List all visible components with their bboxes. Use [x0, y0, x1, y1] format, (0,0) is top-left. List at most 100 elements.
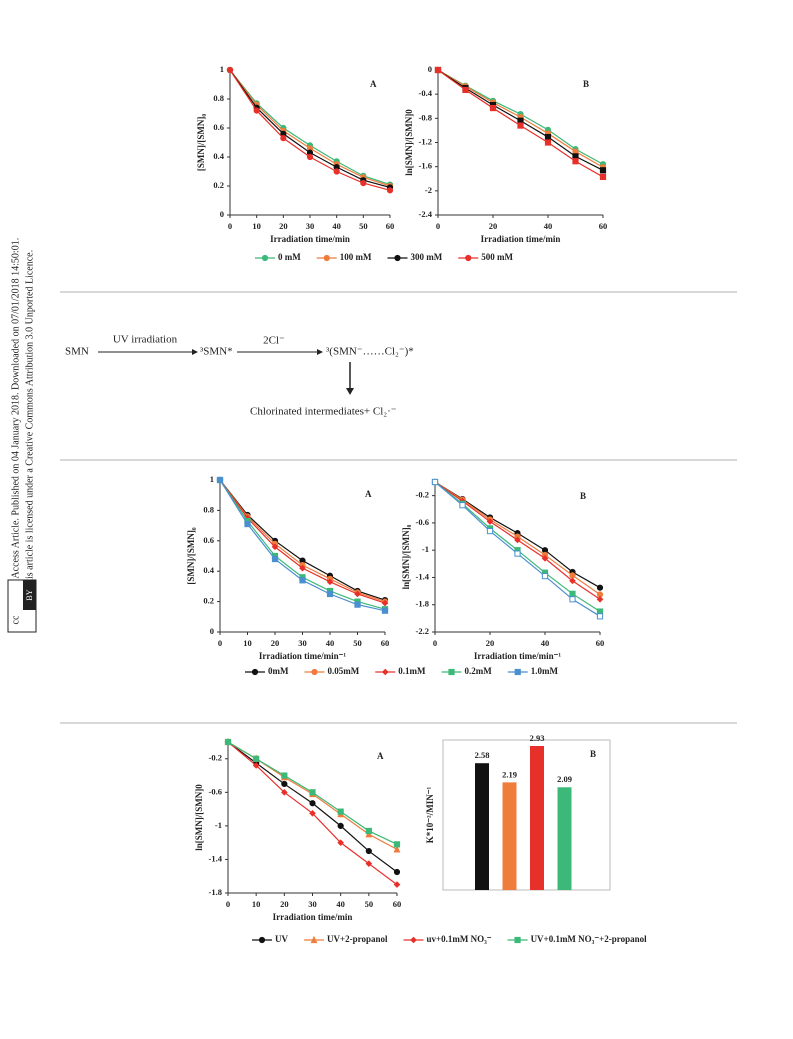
marker [514, 668, 521, 676]
marker [216, 476, 224, 484]
x-tick-label: 30 [306, 221, 315, 231]
x-tick-label: 0 [436, 221, 440, 231]
x-tick-label: 0 [226, 899, 230, 909]
marker [306, 153, 314, 161]
marker [337, 822, 344, 829]
marker [365, 847, 372, 855]
y-tick-label: 0.8 [203, 504, 214, 514]
side-note: This article is licensed under a Creativ… [24, 250, 35, 590]
marker [517, 122, 524, 129]
legend-label: 1.0mM [531, 666, 559, 676]
x-tick-label: 60 [393, 899, 402, 909]
y-tick-label: -0.4 [419, 88, 433, 98]
y-tick-label: 1 [220, 64, 224, 74]
legend-label: 300 mM [411, 252, 443, 262]
x-tick-label: 40 [336, 899, 345, 909]
x-tick-label: 60 [599, 221, 608, 231]
y-tick-label: 0.2 [203, 596, 214, 606]
marker [544, 133, 552, 141]
scheme-text: ³(SMN⁻……Cl₂⁻)* [326, 346, 414, 358]
marker [251, 668, 259, 676]
marker [299, 577, 306, 584]
y-axis-label: ln[SMN]/[SMN]0 [194, 784, 204, 851]
x-tick-label: 30 [298, 638, 307, 648]
y-tick-label: 1 [210, 474, 214, 484]
scheme-text: 2Cl⁻ [263, 335, 285, 347]
marker [381, 668, 389, 676]
marker [544, 139, 552, 146]
panel-label: B [580, 491, 586, 501]
x-tick-label: 40 [332, 221, 341, 231]
marker [599, 173, 607, 181]
marker [599, 167, 607, 174]
marker [486, 527, 494, 535]
y-tick-label: -2 [425, 185, 432, 195]
y-tick-label: -1.2 [419, 136, 432, 146]
marker [486, 518, 494, 525]
x-tick-label: 20 [486, 638, 495, 648]
x-axis-label: Irradiation time/min [270, 234, 350, 244]
scheme-text: Chlorinated intermediates+ Cl₂·⁻ [250, 406, 397, 418]
legend-label: UV [275, 934, 288, 944]
x-tick-label: 40 [326, 638, 335, 648]
series-line [219, 479, 386, 604]
x-tick-label: 50 [353, 638, 362, 648]
y-tick-label: -1 [422, 544, 429, 554]
y-axis-label: [SMN]/[SMN]₀ [186, 527, 196, 584]
marker [354, 590, 361, 598]
marker [394, 254, 401, 262]
x-axis-label: Irradiation time/min [481, 234, 561, 244]
y-tick-label: -0.2 [209, 753, 222, 763]
y-tick-label: -1.4 [209, 853, 223, 863]
badge-text: cc [10, 615, 21, 624]
marker [309, 789, 316, 796]
marker [360, 180, 367, 187]
x-tick-label: 0 [433, 638, 437, 648]
x-tick-label: 50 [359, 221, 368, 231]
arrow-head [192, 349, 198, 355]
x-tick-label: 20 [279, 221, 288, 231]
x-tick-label: 20 [489, 221, 498, 231]
marker [365, 860, 373, 867]
marker [386, 187, 394, 194]
marker [596, 584, 604, 591]
marker [224, 738, 232, 746]
bar [475, 763, 489, 890]
marker [431, 478, 439, 486]
legend-label: 100 mM [340, 252, 372, 262]
marker [226, 66, 234, 74]
arrow-head [346, 388, 354, 395]
marker [572, 158, 579, 165]
x-tick-label: 60 [596, 638, 605, 648]
data-label: 2.93 [530, 733, 545, 743]
panel-label: B [590, 749, 596, 759]
panel-label: A [377, 751, 384, 761]
y-axis-label: ln[SMN]/[SMN]₀ [401, 524, 411, 589]
marker [253, 107, 260, 114]
y-tick-label: -2.2 [416, 626, 429, 636]
marker [393, 868, 401, 876]
marker [253, 755, 260, 762]
marker [465, 254, 472, 262]
x-tick-label: 0 [228, 221, 232, 231]
marker [271, 555, 279, 563]
panel-label: B [583, 79, 589, 89]
marker [569, 590, 576, 597]
y-axis-label: ln[SMN]/[SMN]0 [404, 109, 414, 176]
y-tick-label: -1.8 [416, 599, 429, 609]
y-axis-label: K*10⁻²/MIN⁻¹ [425, 787, 435, 844]
x-tick-label: 60 [381, 638, 390, 648]
marker [261, 254, 269, 262]
bar [502, 782, 517, 890]
scheme-text: ³SMN* [200, 346, 233, 358]
marker [333, 168, 340, 175]
bar [557, 787, 572, 890]
x-tick-label: 20 [280, 899, 289, 909]
marker [365, 829, 373, 838]
marker [326, 590, 334, 598]
y-tick-label: -2.4 [419, 209, 433, 219]
scheme-text: UV irradiation [113, 334, 178, 346]
series-line [229, 69, 391, 189]
y-tick-label: -0.8 [419, 112, 432, 122]
